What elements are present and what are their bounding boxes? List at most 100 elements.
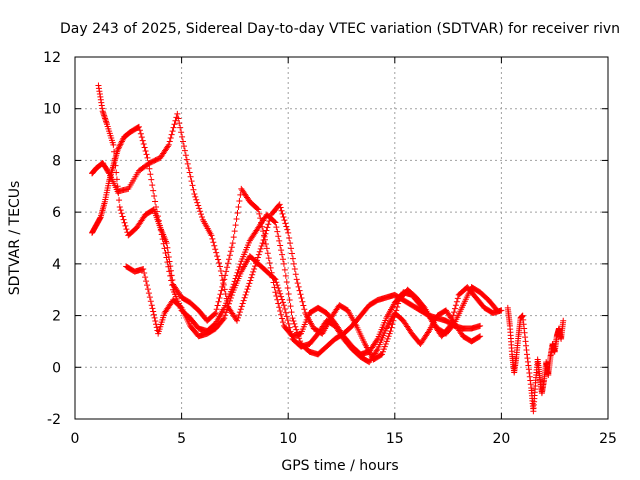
data-point-interp	[147, 298, 154, 305]
data-point-interp	[216, 295, 223, 302]
data-point-interp	[295, 283, 302, 290]
data-point-interp	[122, 222, 129, 229]
data-point-interp	[236, 264, 243, 271]
plot-data	[89, 82, 567, 415]
data-point-interp	[279, 210, 286, 217]
data-point-interp	[225, 256, 232, 263]
series-track-e	[504, 304, 567, 415]
data-point-interp	[279, 299, 286, 306]
data-point-interp	[298, 295, 305, 302]
data-point	[387, 328, 394, 335]
data-point-interp	[217, 291, 224, 298]
data-point-interp	[215, 298, 222, 305]
data-point-interp	[212, 246, 219, 253]
data-point-interp	[286, 235, 293, 241]
data-point	[477, 322, 484, 329]
data-point-interp	[276, 287, 283, 294]
data-point-interp	[383, 338, 390, 345]
data-point	[161, 245, 168, 252]
data-point-interp	[385, 333, 392, 340]
data-point-interp	[113, 176, 120, 183]
data-point-interp	[181, 147, 188, 154]
data-point-interp	[198, 211, 205, 218]
data-point-interp	[227, 248, 234, 255]
data-point-interp	[278, 311, 285, 318]
data-point-interp	[150, 308, 157, 315]
data-point	[116, 203, 123, 210]
data-point-interp	[137, 130, 144, 137]
data-point	[272, 219, 279, 226]
data-point-interp	[263, 227, 270, 234]
data-point	[114, 147, 121, 154]
data-point-interp	[184, 160, 191, 167]
data-point-interp	[192, 193, 199, 200]
data-point-interp	[209, 235, 216, 242]
data-point	[276, 201, 283, 208]
data-point-interp	[167, 267, 174, 274]
data-point-interp	[198, 214, 205, 221]
data-point-interp	[291, 266, 298, 273]
data-point-interp	[185, 165, 192, 172]
data-point	[289, 315, 296, 322]
data-point-interp	[142, 147, 149, 154]
data-point-interp	[279, 296, 286, 303]
data-point-interp	[226, 297, 233, 304]
data-point-interp	[224, 264, 231, 271]
data-point-interp	[248, 274, 255, 281]
data-point-interp	[274, 228, 281, 235]
data-point-interp	[162, 249, 169, 256]
data-point	[263, 245, 270, 252]
data-point-interp	[116, 197, 123, 204]
data-point-interp	[265, 221, 272, 228]
data-point	[229, 240, 236, 247]
data-point-interp	[294, 280, 301, 287]
grid-lines	[75, 57, 608, 419]
data-point-interp	[275, 300, 282, 307]
data-point-interp	[283, 313, 290, 320]
data-point-interp	[118, 138, 125, 145]
data-point-interp	[280, 214, 287, 221]
data-point-interp	[276, 304, 283, 311]
data-point-interp	[384, 335, 391, 342]
data-point-interp	[111, 148, 118, 155]
data-point-interp	[117, 141, 124, 148]
data-point-interp	[141, 270, 148, 277]
data-point-interp	[278, 293, 285, 300]
data-point-interp	[454, 295, 461, 302]
data-point-interp	[169, 276, 176, 283]
data-point-interp	[232, 222, 239, 229]
data-point-interp	[301, 306, 308, 313]
data-point-interp	[213, 306, 220, 313]
data-point-interp	[288, 245, 295, 252]
data-point-interp	[234, 314, 241, 321]
data-point-interp	[143, 278, 150, 285]
data-point-interp	[273, 293, 280, 300]
data-point-interp	[284, 317, 291, 324]
data-point-interp	[266, 218, 273, 225]
data-point-interp	[424, 329, 431, 336]
data-point-interp	[138, 134, 145, 141]
data-point-interp	[171, 121, 178, 128]
data-point-interp	[288, 309, 295, 316]
data-point-interp	[289, 255, 296, 262]
data-point	[272, 289, 279, 296]
data-point	[242, 291, 249, 298]
data-point-interp	[116, 142, 123, 149]
data-point-interp	[226, 252, 233, 259]
data-point-interp	[211, 310, 218, 317]
data-point-interp	[190, 186, 197, 193]
data-point-interp	[136, 127, 143, 134]
data-point-interp	[222, 291, 229, 298]
data-point-interp	[165, 249, 172, 256]
data-point-interp	[227, 295, 234, 302]
data-point-interp	[168, 131, 175, 138]
data-point-interp	[218, 287, 225, 294]
data-point-interp	[145, 290, 152, 297]
data-point-interp	[169, 128, 176, 135]
data-point-interp	[140, 141, 147, 148]
data-point-interp	[167, 135, 174, 142]
data-point-interp	[211, 242, 218, 249]
data-point-interp	[168, 272, 175, 279]
data-point-interp	[183, 156, 190, 163]
